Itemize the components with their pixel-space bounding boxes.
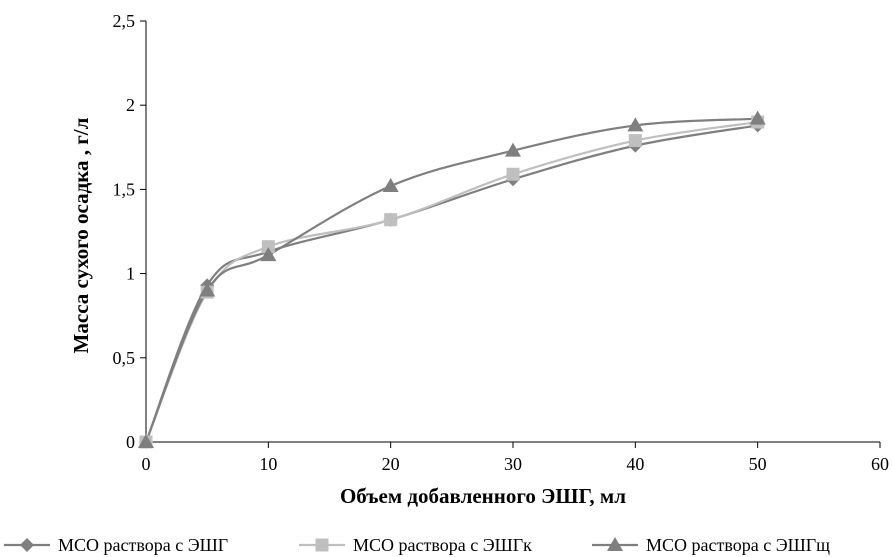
x-tick-label: 20 — [382, 454, 400, 474]
data-point-esgsch — [260, 247, 277, 262]
series-line-esg — [144, 124, 758, 443]
x-tick-label: 30 — [504, 454, 522, 474]
legend-label-esg: МСО раствора с ЭШГ — [58, 535, 228, 555]
y-tick-label: 0 — [126, 432, 135, 452]
data-point-esgk — [384, 213, 398, 227]
x-tick-label: 60 — [871, 454, 889, 474]
y-tick-label: 2 — [126, 95, 135, 115]
x-axis-title: Объем добавленного ЭШГ, мл — [340, 484, 626, 508]
data-point-esgsch — [749, 110, 766, 125]
x-tick-label: 40 — [626, 454, 644, 474]
data-point-esgk — [261, 240, 275, 254]
y-axis-title: Масса сухого осадка , г/л — [69, 117, 93, 353]
data-point-esgk — [628, 134, 642, 148]
legend-label-esgsch: МСО раствора с ЭШГщ — [646, 535, 830, 555]
x-tick-label: 0 — [142, 454, 151, 474]
series-line-esgk — [144, 120, 758, 443]
series-line-esgsch — [144, 117, 758, 443]
legend-marker-esg — [20, 538, 34, 552]
y-tick-label: 1 — [126, 264, 135, 284]
data-point-esgsch — [505, 142, 521, 157]
data-point-esgsch — [138, 434, 154, 448]
y-tick-label: 1,5 — [113, 179, 136, 199]
legend-marker-esgk — [315, 538, 329, 552]
data-point-esgsch — [627, 117, 644, 132]
data-point-esgsch — [382, 178, 399, 193]
data-point-esgsch — [199, 282, 216, 297]
x-tick-label: 10 — [259, 454, 277, 474]
legend-label-esgk: МСО раствора с ЭШГк — [353, 535, 532, 555]
y-tick-label: 0,5 — [113, 348, 136, 368]
x-tick-label: 50 — [749, 454, 767, 474]
y-tick-label: 2,5 — [113, 11, 136, 31]
legend-marker-esgsch — [607, 537, 623, 551]
data-point-esgk — [506, 167, 520, 181]
